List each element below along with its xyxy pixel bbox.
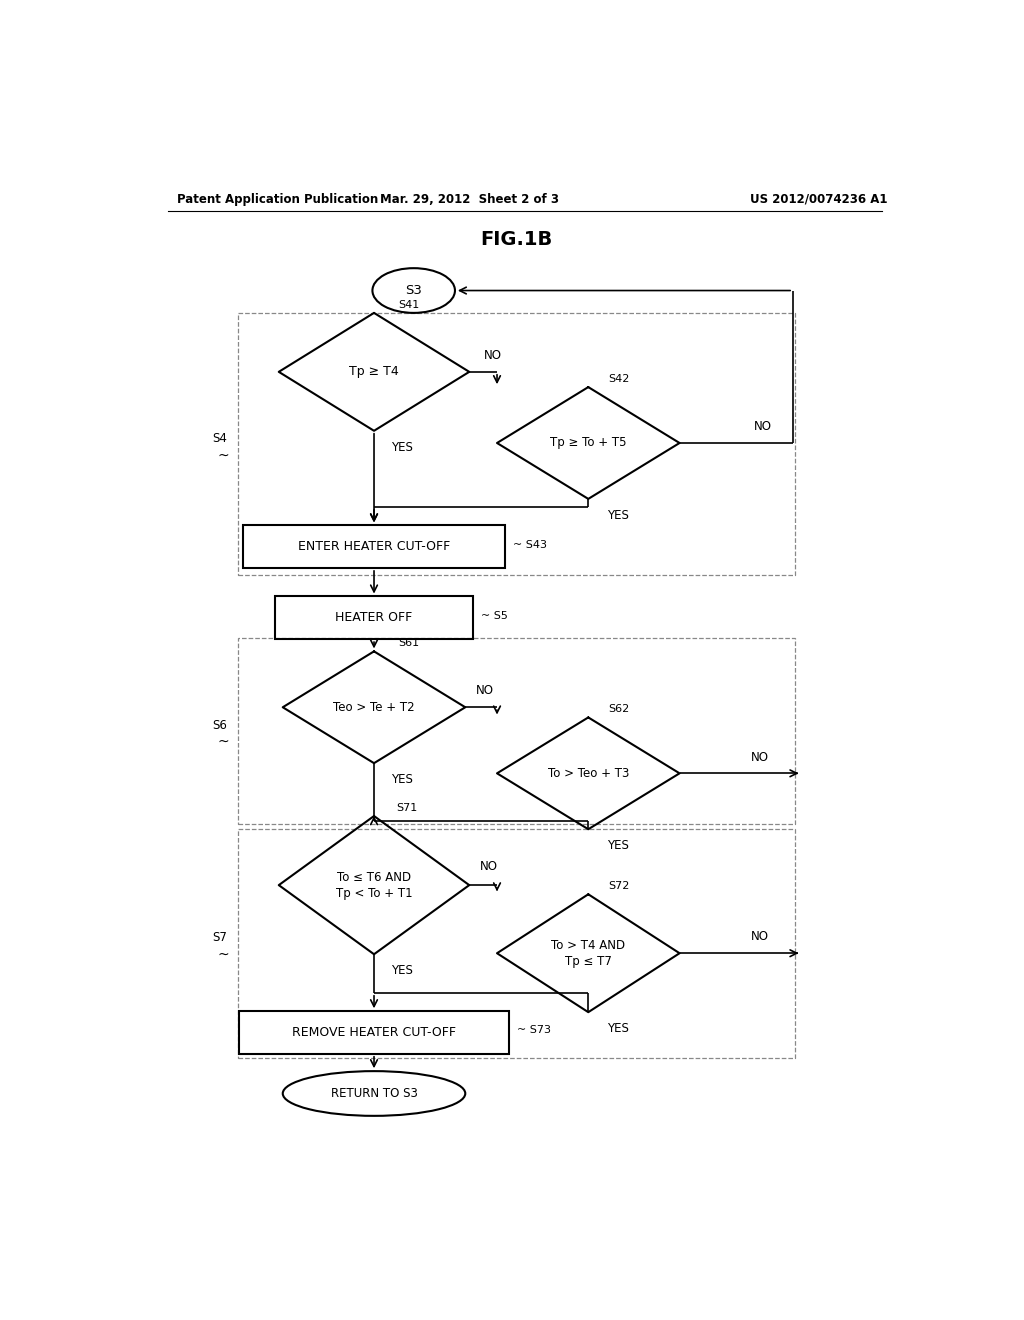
Text: YES: YES	[391, 441, 413, 454]
Text: YES: YES	[391, 964, 413, 977]
Text: NO: NO	[484, 348, 502, 362]
Text: FIG.1B: FIG.1B	[480, 230, 553, 249]
Text: S61: S61	[397, 639, 419, 648]
Text: NO: NO	[480, 861, 498, 874]
Text: To ≤ T6 AND
Tp < To + T1: To ≤ T6 AND Tp < To + T1	[336, 871, 413, 900]
Bar	[239, 1011, 509, 1053]
Text: RETURN TO S3: RETURN TO S3	[331, 1086, 418, 1100]
Text: NO: NO	[751, 751, 769, 763]
Text: S72: S72	[608, 882, 630, 891]
Text: YES: YES	[607, 508, 630, 521]
Text: ~ S5: ~ S5	[481, 611, 508, 620]
Text: ~ S73: ~ S73	[517, 1026, 551, 1035]
Text: HEATER OFF: HEATER OFF	[336, 611, 413, 624]
Bar	[274, 597, 473, 639]
Text: ~: ~	[217, 735, 228, 748]
Text: S3: S3	[406, 284, 422, 297]
Text: YES: YES	[607, 840, 630, 851]
Bar	[243, 525, 505, 568]
Text: S62: S62	[608, 705, 630, 714]
Text: To > T4 AND
Tp ≤ T7: To > T4 AND Tp ≤ T7	[551, 939, 626, 968]
Text: S41: S41	[397, 300, 419, 310]
Text: S4: S4	[212, 433, 227, 445]
Text: To > Teo + T3: To > Teo + T3	[548, 767, 629, 780]
Text: S6: S6	[212, 719, 227, 733]
Text: US 2012/0074236 A1: US 2012/0074236 A1	[750, 193, 887, 206]
Bar	[238, 638, 795, 824]
Text: Tp ≥ T4: Tp ≥ T4	[349, 366, 399, 379]
Text: ~ S43: ~ S43	[513, 540, 547, 549]
Text: ~: ~	[217, 948, 228, 961]
Text: S71: S71	[396, 803, 418, 813]
Text: YES: YES	[391, 774, 413, 785]
Text: YES: YES	[607, 1022, 630, 1035]
Bar	[238, 313, 795, 576]
Text: ENTER HEATER CUT-OFF: ENTER HEATER CUT-OFF	[298, 540, 451, 553]
Text: NO: NO	[751, 931, 769, 944]
Text: Mar. 29, 2012  Sheet 2 of 3: Mar. 29, 2012 Sheet 2 of 3	[380, 193, 559, 206]
Text: NO: NO	[754, 420, 772, 433]
Text: Teo > Te + T2: Teo > Te + T2	[333, 701, 415, 714]
Text: REMOVE HEATER CUT-OFF: REMOVE HEATER CUT-OFF	[292, 1026, 456, 1039]
Text: NO: NO	[476, 685, 495, 697]
Text: Tp ≥ To + T5: Tp ≥ To + T5	[550, 437, 627, 450]
Text: S42: S42	[608, 374, 630, 384]
Bar	[238, 829, 795, 1057]
Text: Patent Application Publication: Patent Application Publication	[177, 193, 379, 206]
Text: ~: ~	[217, 449, 228, 462]
Text: S7: S7	[212, 932, 227, 945]
